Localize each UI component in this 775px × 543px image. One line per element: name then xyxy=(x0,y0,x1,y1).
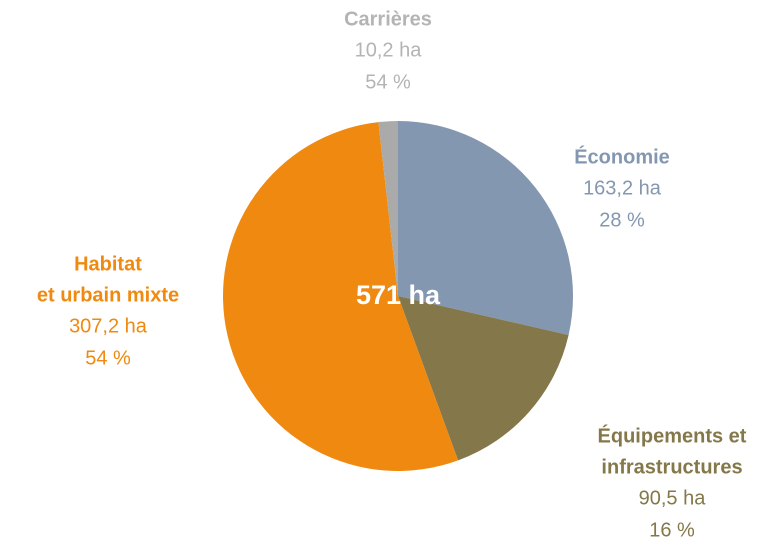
slice-name: et urbain mixte xyxy=(37,284,179,306)
slice-name: Économie xyxy=(574,145,670,168)
pie-slice xyxy=(378,121,398,296)
percent-label: 28 % xyxy=(599,209,645,231)
value-label: 307,2 ha xyxy=(69,315,148,337)
slice-name: Habitat xyxy=(74,253,142,275)
pie-slice xyxy=(398,296,569,461)
pie xyxy=(222,121,573,472)
pie-slice xyxy=(222,122,459,472)
center-label: 571 ha xyxy=(356,280,441,310)
pie-slice xyxy=(398,121,573,335)
percent-label: 54 % xyxy=(85,347,131,369)
slice-name: Équipements et xyxy=(598,424,747,447)
value-label: 10,2 ha xyxy=(355,39,423,61)
value-label: 90,5 ha xyxy=(639,487,707,509)
percent-label: 54 % xyxy=(365,71,411,93)
value-label: 163,2 ha xyxy=(583,177,662,199)
slice-name: Carrières xyxy=(344,8,432,30)
labels: Économie 163,2 ha 28 % Équipements et infras… xyxy=(37,8,747,541)
percent-label: 16 % xyxy=(649,519,695,541)
slice-name: infrastructures xyxy=(601,456,742,478)
